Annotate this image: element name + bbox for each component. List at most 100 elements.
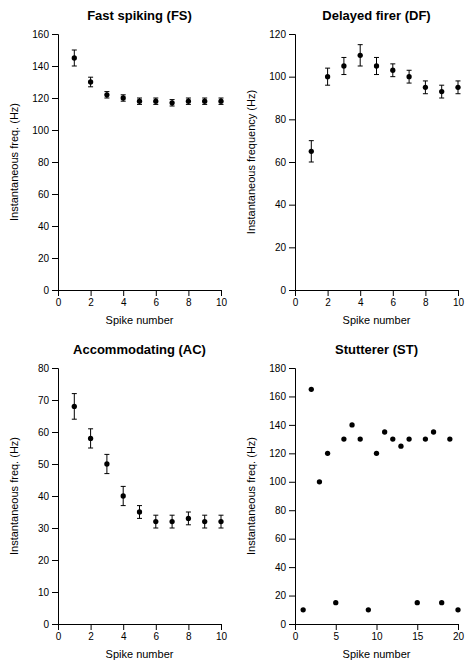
tick-label: 20 [275, 590, 287, 601]
tick: 20 [275, 242, 295, 253]
tick-mark [328, 290, 329, 296]
tick-mark [91, 624, 92, 630]
tick: 80 [38, 363, 58, 374]
tick-mark [289, 368, 295, 369]
error-bar [423, 81, 428, 94]
tick-label: 60 [275, 533, 287, 544]
tick-mark [52, 66, 58, 67]
point [72, 55, 77, 60]
tick-label: 0 [293, 297, 299, 308]
point [366, 607, 371, 612]
point [88, 436, 93, 441]
tick-mark [91, 290, 92, 296]
point [121, 493, 126, 498]
error-bar [121, 95, 126, 101]
tick-label: 60 [275, 157, 287, 168]
point [186, 99, 191, 104]
error-bar [137, 98, 142, 104]
tick: 60 [38, 189, 58, 200]
point [358, 53, 363, 58]
tick: 4 [358, 290, 364, 308]
tick: 2 [325, 290, 331, 308]
tick-label: 30 [38, 523, 50, 534]
tick-label: 0 [56, 297, 62, 308]
point [309, 149, 314, 154]
tick-mark [289, 205, 295, 206]
tick: 0 [280, 619, 295, 630]
x-axis-title: Spike number [343, 314, 411, 326]
tick-mark [188, 290, 189, 296]
title: Accommodating (AC) [73, 342, 206, 357]
tick: 6 [391, 290, 397, 308]
error-bar [104, 454, 109, 473]
point [333, 600, 338, 605]
error-bar [72, 394, 77, 420]
error-bar [88, 77, 93, 87]
tick-mark [289, 247, 295, 248]
point [341, 436, 346, 441]
tick-label: 40 [38, 491, 50, 502]
tick-label: 8 [186, 631, 192, 642]
x-axis: 0246810 [56, 290, 228, 308]
tick-mark [52, 560, 58, 561]
point [301, 607, 306, 612]
title: Stutterer (ST) [335, 342, 418, 357]
tick-mark [52, 528, 58, 529]
tick-label: 180 [269, 363, 286, 374]
tick-mark [289, 425, 295, 426]
y-axis-title: Instantaneous freq. (Hz) [245, 437, 257, 555]
tick-label: 20 [453, 631, 465, 642]
tick: 10 [453, 290, 465, 308]
tick-label: 0 [43, 619, 49, 630]
tick-label: 140 [269, 420, 286, 431]
tick-label: 160 [269, 391, 286, 402]
tick-label: 120 [269, 448, 286, 459]
tick-label: 80 [275, 505, 287, 516]
tick: 80 [275, 114, 295, 125]
tick: 160 [32, 29, 58, 40]
tick-label: 0 [280, 285, 286, 296]
x-axis: 05101520 [293, 624, 465, 642]
tick: 60 [275, 533, 295, 544]
tick: 0 [43, 285, 58, 296]
tick: 0 [293, 624, 299, 642]
tick-label: 0 [280, 619, 286, 630]
axis-line [52, 35, 59, 291]
point [202, 519, 207, 524]
tick-label: 40 [275, 199, 287, 210]
error-bar [407, 70, 412, 83]
tick: 10 [371, 624, 383, 642]
tick-mark [52, 130, 58, 131]
tick-label: 120 [32, 93, 49, 104]
tick-mark [52, 226, 58, 227]
tick-label: 10 [371, 631, 383, 642]
point [218, 519, 223, 524]
tick-mark [417, 624, 418, 630]
tick: 120 [32, 93, 58, 104]
point [358, 436, 363, 441]
y-axis: 01020304050607080 [38, 363, 59, 630]
tick-mark [52, 624, 58, 625]
tick-label: 4 [121, 631, 127, 642]
tick-mark [458, 290, 459, 296]
tick-mark [52, 496, 58, 497]
tick-label: 120 [269, 29, 286, 40]
plot-area [301, 387, 461, 613]
error-bar [72, 50, 77, 66]
point [202, 99, 207, 104]
tick: 80 [38, 157, 58, 168]
tick-mark [52, 368, 58, 369]
error-bar [121, 486, 126, 505]
x-axis-title: Spike number [106, 648, 174, 660]
tick: 15 [412, 624, 424, 642]
point [309, 387, 314, 392]
tick: 0 [56, 624, 62, 642]
tick-label: 20 [38, 555, 50, 566]
tick-mark [221, 290, 222, 296]
x-axis-title: Spike number [106, 314, 174, 326]
error-bar [456, 81, 461, 94]
tick-mark [289, 567, 295, 568]
axis-line [59, 625, 222, 631]
tick-label: 140 [32, 61, 49, 72]
point [325, 451, 330, 456]
